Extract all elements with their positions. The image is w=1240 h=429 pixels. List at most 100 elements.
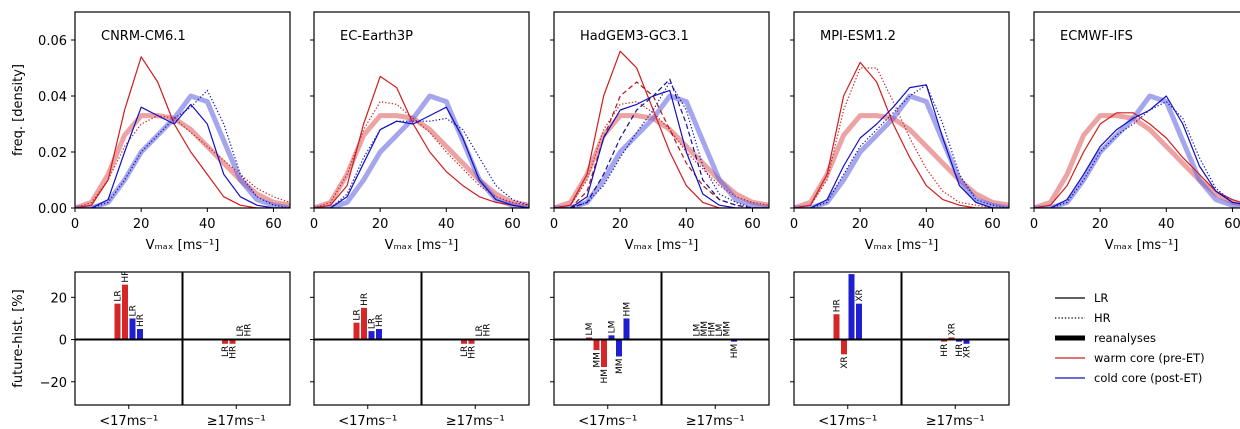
x-tick-label: 0 [71, 217, 79, 232]
x-tick-label: 20 [372, 217, 389, 232]
y-axis-label: future-hist. [%] [11, 289, 26, 387]
plot-frame [553, 11, 770, 209]
x-axis-label: Vₘₐₓ [ms⁻¹] [146, 238, 220, 253]
density-line [75, 113, 290, 208]
y-tick-label: 0.04 [38, 90, 67, 105]
bar-label: HR [121, 270, 131, 283]
density-line [554, 81, 769, 208]
density-line [314, 75, 529, 208]
bar [856, 303, 862, 340]
x-tick-label: 20 [1092, 217, 1109, 232]
x-tick-label: ≥17ms⁻¹ [207, 414, 266, 429]
bar-label: LR [221, 346, 231, 357]
density-line [794, 67, 1009, 208]
bar-label: HM [708, 322, 718, 337]
legend: LR HR reanalyses warm core (pre-ET) cold cor… [1055, 291, 1205, 385]
bar-label: MM [700, 321, 710, 337]
x-tick-label: <17ms⁻¹ [338, 414, 397, 429]
y-tick-label: 0.02 [38, 146, 67, 161]
x-tick-label: 20 [612, 217, 629, 232]
bar [361, 307, 367, 340]
x-axis-label: Vₘₐₓ [ms⁻¹] [385, 238, 459, 253]
density-line [1034, 113, 1240, 208]
density-line [794, 84, 1009, 208]
density-line [794, 61, 1009, 208]
bar-label: LM [693, 324, 703, 337]
density-line [554, 81, 769, 208]
bar-label: XR [840, 356, 850, 368]
y-tick-label: −20 [40, 376, 67, 391]
bar-label: HR [833, 299, 843, 312]
x-tick-label: 0 [790, 217, 798, 232]
bar [948, 337, 955, 340]
x-tick-label: 60 [744, 217, 761, 232]
bar-label: LM [715, 324, 725, 337]
density-line [75, 103, 290, 208]
panel-title: CNRM-CM6.1 [101, 29, 186, 44]
bar-label: HR [848, 259, 858, 272]
bar-label: HR [940, 344, 950, 357]
plot-frame [313, 271, 530, 406]
x-tick-label: <17ms⁻¹ [99, 414, 158, 429]
bar [601, 339, 607, 367]
x-tick-label: 0 [1030, 217, 1038, 232]
bar-label: LR [236, 325, 246, 336]
density-line [1034, 93, 1240, 208]
bar-label: HR [375, 314, 385, 327]
bar [129, 318, 136, 340]
bar [353, 322, 360, 340]
bar [956, 339, 962, 342]
bar [222, 339, 228, 344]
bar-label: LR [475, 325, 485, 336]
plot-frame [793, 11, 1010, 209]
bar-label: HR [360, 293, 370, 306]
bar-label: LR [368, 318, 378, 329]
bar-label: HR [136, 314, 146, 327]
bar-label: HR [483, 323, 493, 336]
plot-frame [74, 11, 291, 209]
x-tick-label: 60 [1224, 217, 1240, 232]
bar-label: LR [114, 290, 124, 301]
bar-label: LR [129, 305, 139, 316]
bar [841, 339, 847, 355]
bar [623, 318, 630, 340]
bar-label: HM [623, 302, 633, 317]
plot-area [1034, 93, 1240, 208]
bar [376, 329, 382, 340]
density-line [794, 84, 1009, 208]
bar [833, 314, 840, 340]
density-line [1034, 95, 1240, 208]
x-tick-label: 60 [984, 217, 1001, 232]
density-line [554, 93, 769, 208]
bar [941, 339, 947, 342]
legend-label: LR [1094, 291, 1108, 305]
x-tick-label: 40 [1158, 217, 1175, 232]
x-axis-label: Vₘₐₓ [ms⁻¹] [1105, 238, 1179, 253]
legend-label: warm core (pre-ET) [1094, 351, 1205, 365]
y-axis-label: freq. [density] [11, 64, 26, 156]
bar [137, 329, 143, 340]
plot-frame [793, 271, 1010, 406]
density-line [75, 93, 290, 208]
bar-label: HR [229, 346, 239, 359]
density-line [554, 101, 769, 208]
density-line [1034, 101, 1240, 208]
bar [122, 284, 128, 340]
plot-frame [1033, 11, 1240, 209]
panel-title: EC-Earth3P [340, 29, 413, 44]
x-tick-label: 40 [678, 217, 695, 232]
bar-label: XR [948, 323, 958, 335]
legend-label: cold core (post-ET) [1094, 371, 1202, 385]
x-tick-label: 0 [550, 217, 558, 232]
x-tick-label: ≥17ms⁻¹ [446, 414, 505, 429]
bar [229, 339, 236, 344]
density-line [794, 113, 1009, 208]
plot-area [554, 50, 769, 208]
bar-label: LM [585, 323, 595, 336]
x-axis-label: Vₘₐₓ [ms⁻¹] [865, 238, 939, 253]
density-line [314, 93, 529, 208]
x-tick-label: ≥17ms⁻¹ [686, 414, 745, 429]
